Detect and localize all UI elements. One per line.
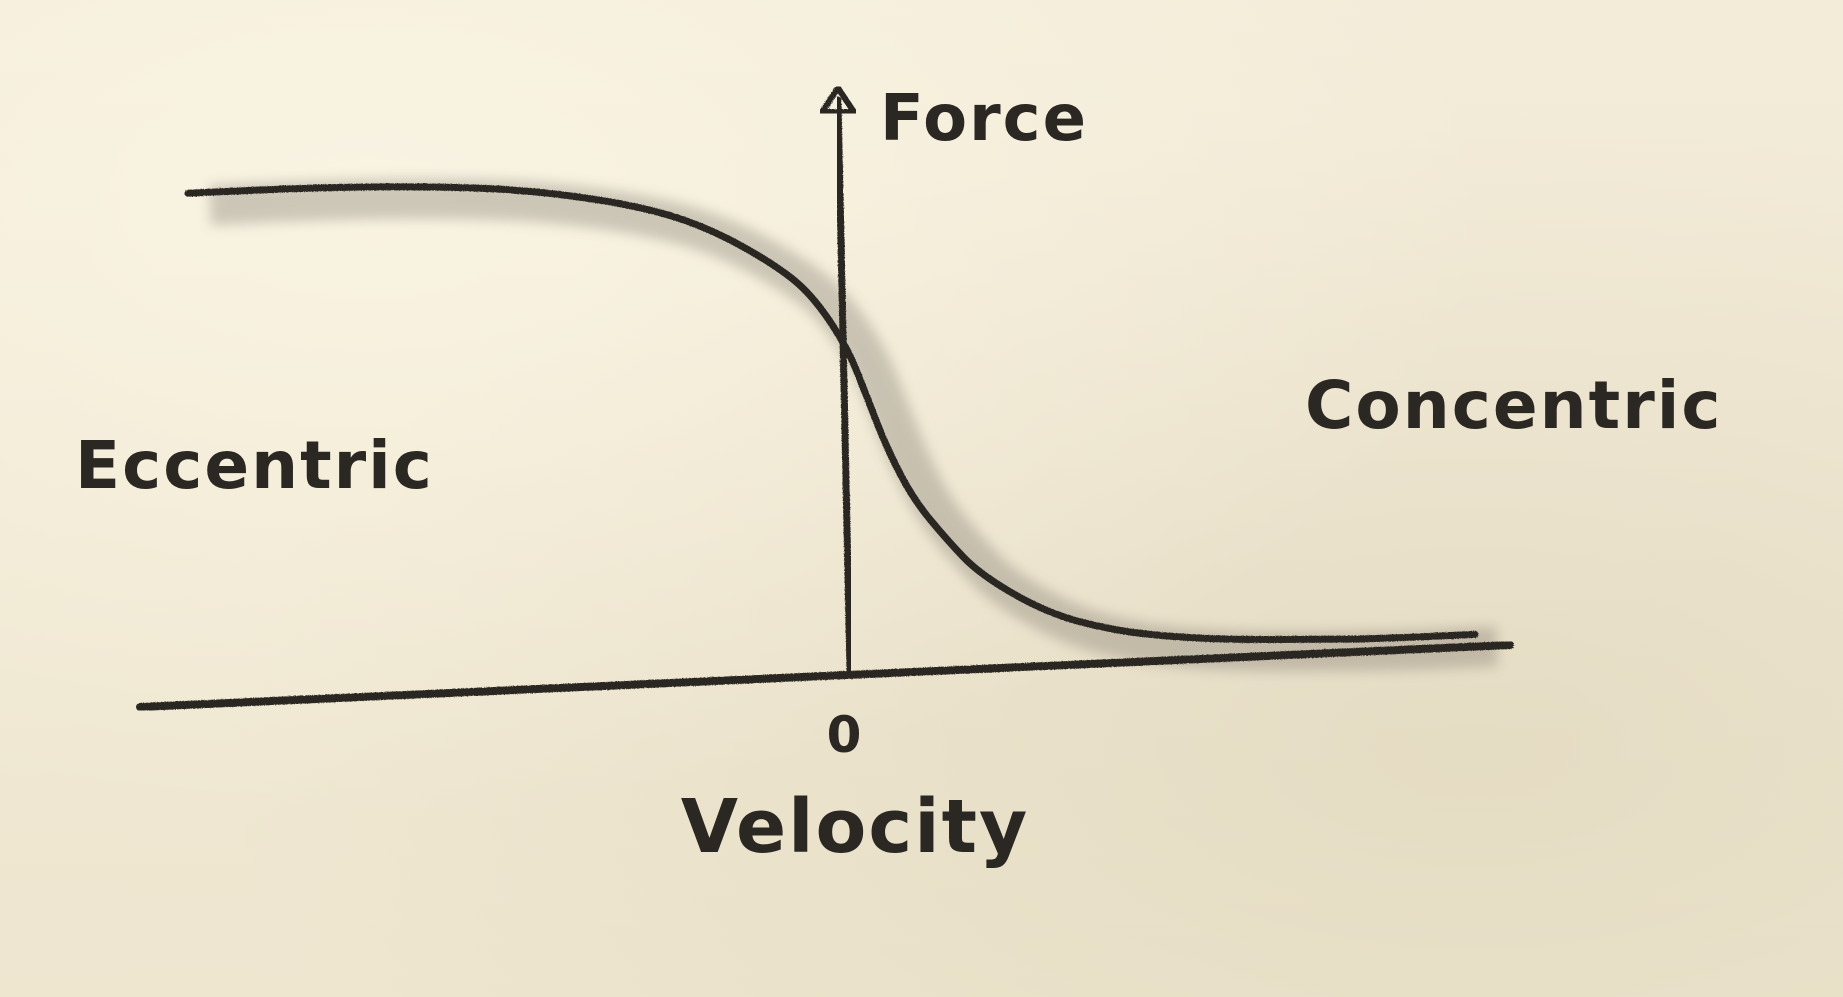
smudge-layer bbox=[209, 178, 1498, 672]
y-axis bbox=[834, 96, 854, 674]
concentric-annotation: Concentric bbox=[1305, 367, 1722, 444]
x-axis bbox=[136, 641, 1514, 711]
y-axis-arrowhead bbox=[819, 85, 857, 115]
eccentric-annotation: Eccentric bbox=[75, 427, 434, 504]
x-tick-label-0: 0 bbox=[827, 706, 864, 764]
curve-layer bbox=[184, 183, 1479, 644]
curve-smudge bbox=[209, 178, 1498, 672]
x-axis-label: Velocity bbox=[681, 784, 1029, 870]
force-velocity-curve bbox=[184, 183, 1479, 644]
y-axis-label: Force bbox=[880, 82, 1088, 156]
